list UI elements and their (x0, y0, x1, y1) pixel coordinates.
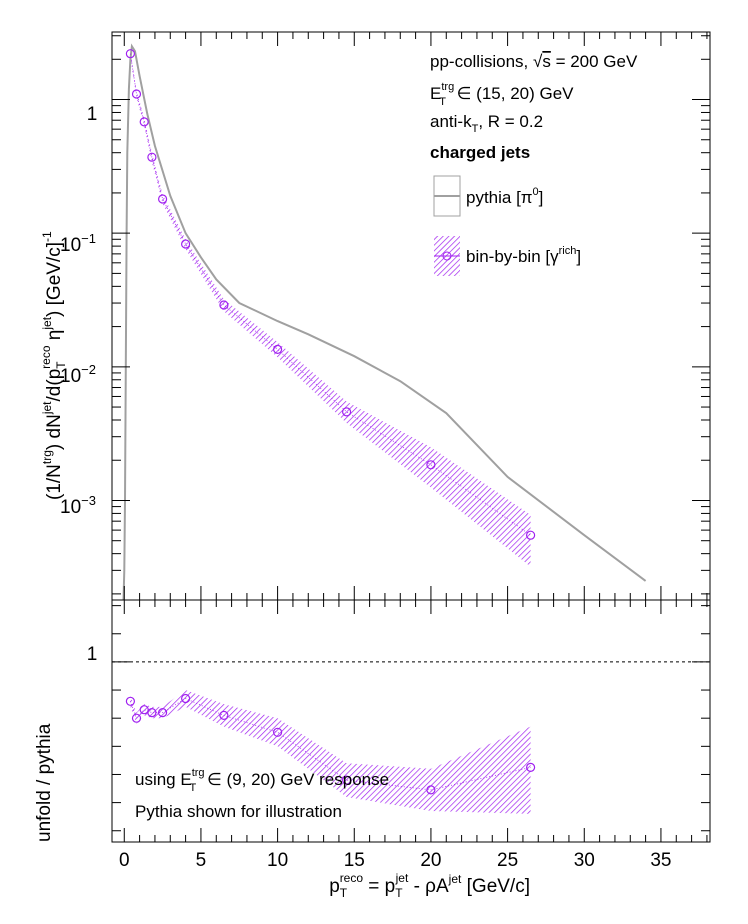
top-frame (111, 31, 711, 601)
top-uncertainty-band (130, 49, 531, 567)
top-y-axis-title: (1/Ntrg) dNjet/d(pTreco ηjet) [GeV/c]-1 (39, 231, 68, 500)
annotation-algorithm: anti-kT, R = 0.2 (430, 112, 543, 135)
bottom-y-axis-title: unfold / pythia (34, 723, 55, 842)
ytick-label-1e-2: 10−2 (60, 362, 96, 387)
annotation-trigger-range: Etrg T ∈ (15, 20) GeV (430, 81, 574, 108)
bottom-marker-7 (273, 727, 283, 737)
top-marker-4 (158, 194, 168, 204)
x-axis-title: pTreco = pTjet - ρAjet [GeV/c] (329, 871, 530, 900)
ytick-label-1: 1 (87, 104, 98, 125)
x-tick-labels: 0 5 10 15 20 25 30 35 (119, 850, 671, 871)
legend-marker-binbybin (442, 251, 452, 261)
bottom-marker-5 (181, 693, 191, 704)
xtick-label-20: 20 (420, 850, 441, 871)
bottom-axis-ticks (112, 600, 710, 842)
annotation-collisions: pp-collisions, √s = 200 GeV (430, 52, 638, 71)
bottom-marker-9 (426, 785, 436, 795)
top-marker-0 (125, 49, 135, 59)
top-marker-6 (219, 300, 229, 310)
bottom-marker-3 (147, 707, 157, 718)
bottom-uncertainty-band (130, 690, 531, 814)
bottom-marker-0 (125, 696, 135, 706)
xtick-label-5: 5 (196, 850, 207, 871)
top-marker-1 (131, 89, 142, 99)
bottom-frame (111, 599, 711, 843)
top-marker-8 (342, 407, 352, 417)
top-marker-3 (147, 152, 157, 162)
xtick-label-15: 15 (344, 850, 365, 871)
top-axis-ticks (112, 32, 710, 600)
xtick-label-30: 30 (574, 850, 595, 871)
top-marker-connector (130, 53, 531, 536)
bottom-marker-2 (139, 705, 149, 715)
bottom-marker-1 (131, 713, 142, 723)
bottom-marker-connector (130, 698, 531, 791)
ytick-label-1e-1: 10−1 (60, 231, 96, 256)
top-markers (125, 49, 536, 540)
xtick-label-10: 10 (267, 850, 288, 871)
annotation-illustration: Pythia shown for illustration (135, 802, 342, 821)
legend-label-binbybin: bin-by-bin [γrich] (466, 245, 581, 266)
bottom-panel: 1 unfold / pythia using Etrg T ∈ (9, 20) … (34, 599, 711, 900)
bottom-marker-4 (158, 707, 168, 718)
bottom-marker-6 (219, 710, 229, 721)
bottom-marker-10 (525, 762, 536, 773)
annotation-charged-jets: charged jets (430, 143, 530, 162)
ytick-label-1e-3: 10−3 (60, 493, 96, 518)
bottom-marker-8 (342, 775, 352, 785)
top-marker-5 (181, 239, 191, 249)
bottom-ytick-label-1: 1 (87, 644, 98, 665)
xtick-label-25: 25 (497, 850, 518, 871)
bottom-markers (125, 693, 536, 795)
pythia-curve (122, 43, 647, 601)
top-marker-10 (525, 530, 536, 540)
xtick-label-0: 0 (119, 850, 130, 871)
top-marker-7 (273, 344, 283, 354)
legend: pythia [π0] bin-by-bin [γrich] (433, 175, 581, 276)
xtick-label-35: 35 (650, 850, 671, 871)
top-panel: 1 10−1 10−2 10−3 (1/Ntrg) dNjet/d(pTreco… (39, 31, 711, 601)
legend-label-pythia: pythia [π0] (466, 186, 543, 207)
top-marker-9 (426, 460, 436, 470)
annotation-response: using Etrg T ∈ (9, 20) GeV response (135, 767, 389, 794)
top-marker-2 (139, 117, 149, 127)
